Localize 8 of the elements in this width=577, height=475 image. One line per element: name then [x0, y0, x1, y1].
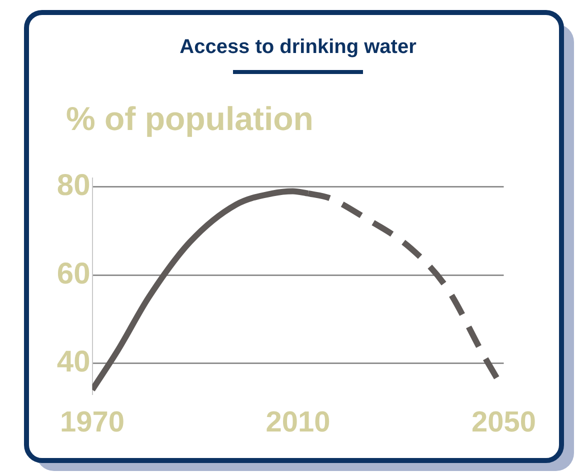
chart-title: Access to drinking water — [178, 36, 418, 59]
y-tick-label: 80 — [56, 169, 90, 202]
x-tick-label: 1970 — [60, 406, 125, 439]
y-tick-label: 40 — [56, 346, 90, 379]
y-tick-label: 60 — [56, 257, 90, 290]
x-tick-label: 2010 — [266, 406, 330, 439]
y-axis-title: % of population — [66, 100, 314, 138]
x-tick-label: 2050 — [471, 406, 536, 439]
